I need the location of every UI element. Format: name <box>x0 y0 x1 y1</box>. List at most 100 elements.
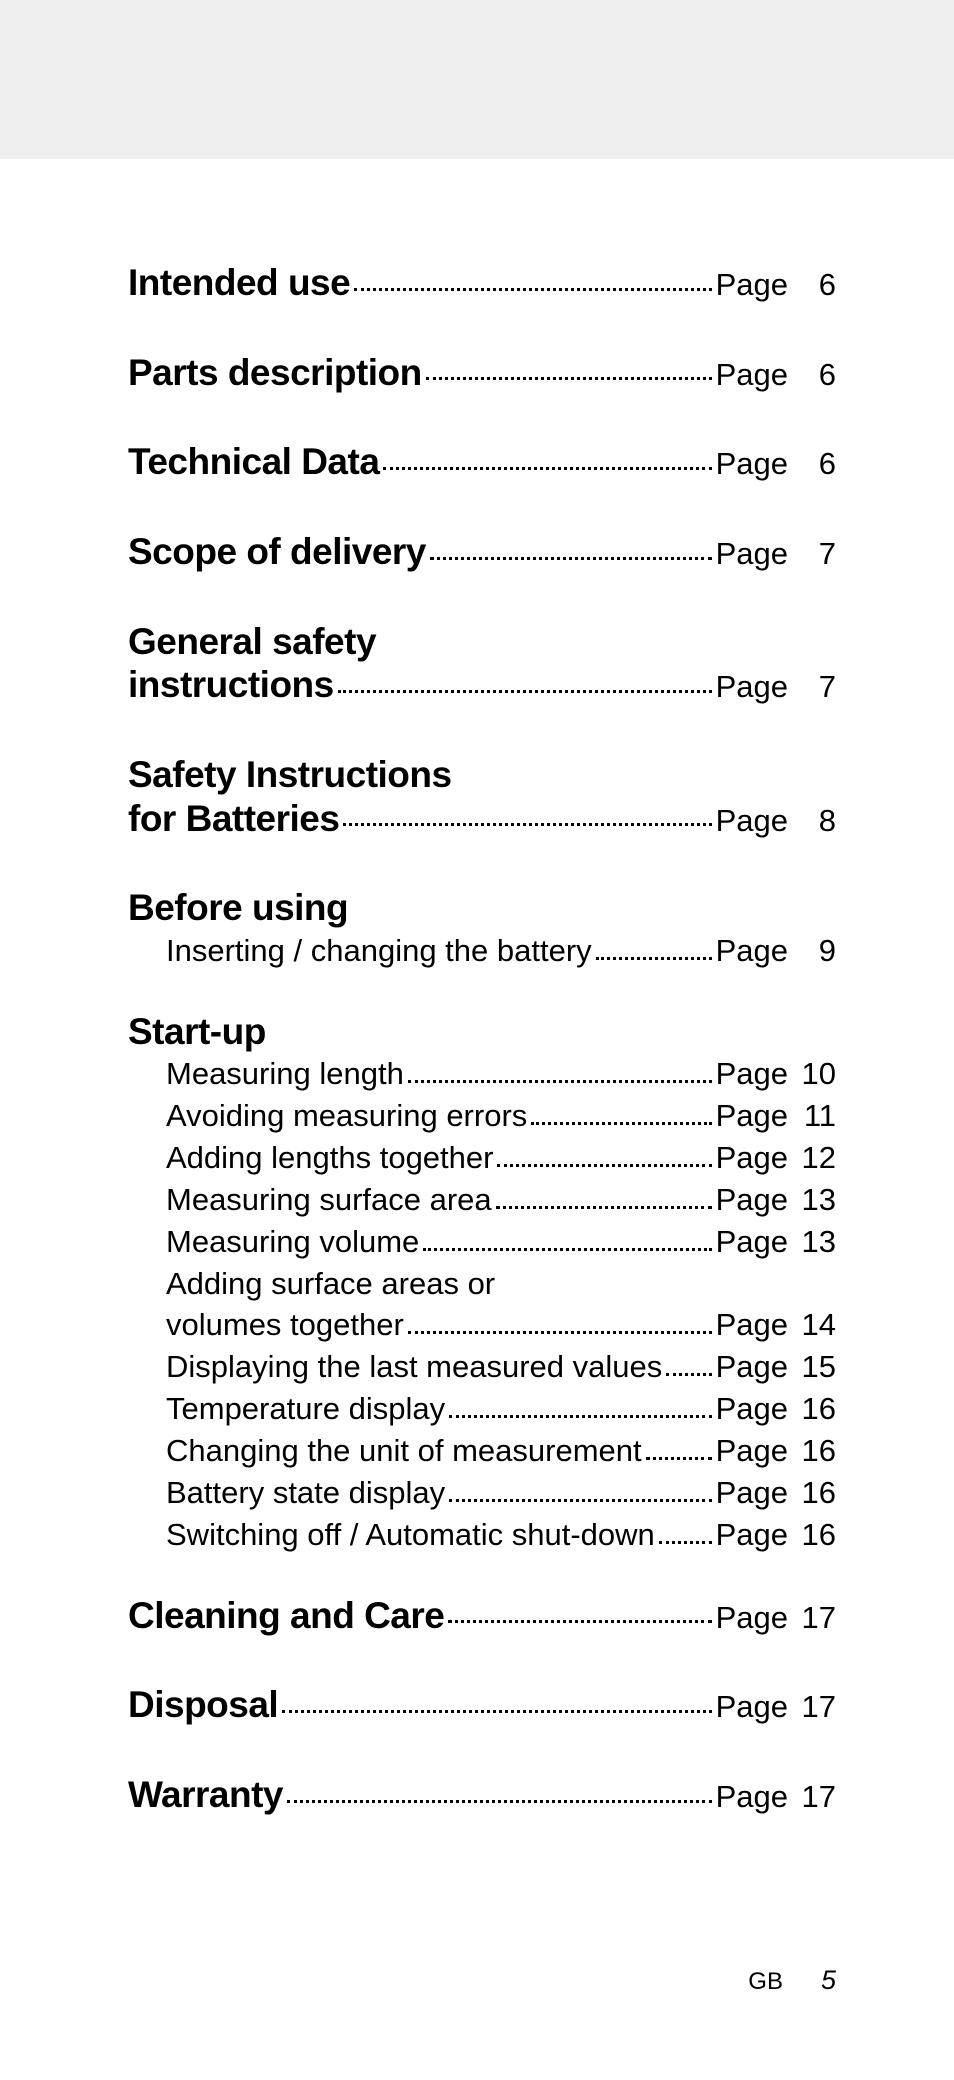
toc-page-number: 11 <box>788 1098 836 1134</box>
toc-section-title: Parts description <box>128 351 422 395</box>
toc-page-number: 9 <box>788 933 836 969</box>
toc-page-label: Page <box>716 1140 788 1176</box>
toc-sub-label: Adding surface areas or <box>166 1263 495 1305</box>
page-footer: GB 5 <box>748 1965 836 1996</box>
toc-page-number: 17 <box>788 1779 836 1815</box>
toc-page-number: 6 <box>788 446 836 482</box>
toc-page-label: Page <box>716 803 788 839</box>
toc-section: Safety Instructionsfor BatteriesPage8 <box>128 753 836 840</box>
toc-sub-label: Measuring volume <box>166 1221 419 1263</box>
toc-leader-dots <box>448 1620 711 1623</box>
toc-page-number: 16 <box>788 1517 836 1553</box>
toc-page-number: 16 <box>788 1433 836 1469</box>
toc-page-number: 12 <box>788 1140 836 1176</box>
footer-country-code: GB <box>748 1968 783 1996</box>
toc-section: Warranty Page17 <box>128 1773 836 1817</box>
toc-sub-label: Measuring length <box>166 1053 404 1095</box>
toc-section: Technical Data Page6 <box>128 440 836 484</box>
document-page: Intended usePage6Parts descriptionPage6T… <box>0 159 954 2080</box>
toc-page-label: Page <box>716 1475 788 1511</box>
toc-sub-label: Avoiding measuring errors <box>166 1095 527 1137</box>
toc-section-title: Intended use <box>128 261 350 305</box>
toc-sub-label: Displaying the last measured values <box>166 1346 662 1388</box>
toc-leader-dots <box>496 1206 712 1209</box>
toc-page-label: Page <box>716 1224 788 1260</box>
toc-section-title: Cleaning and Care <box>128 1594 444 1638</box>
toc-page-label: Page <box>716 536 788 572</box>
toc-leader-dots <box>408 1080 712 1083</box>
toc-leader-dots <box>659 1541 712 1544</box>
toc-page-label: Page <box>716 669 788 705</box>
toc-section: Parts description Page6 <box>128 351 836 395</box>
toc-page-label: Page <box>716 357 788 393</box>
toc-section: Disposal Page17 <box>128 1683 836 1727</box>
toc-section-title: Scope of delivery <box>128 530 426 574</box>
toc-page-number: 10 <box>788 1056 836 1092</box>
toc-leader-dots <box>423 1248 711 1251</box>
toc-sub-label: Changing the unit of measurement <box>166 1430 642 1472</box>
toc-leader-dots <box>338 690 712 693</box>
toc-sub-label: Temperature display <box>166 1388 445 1430</box>
toc-leader-dots <box>430 557 712 560</box>
toc-leader-dots <box>426 377 712 380</box>
toc-sub-label: Measuring surface area <box>166 1179 492 1221</box>
toc-page-number: 17 <box>788 1600 836 1636</box>
toc-section-title: Technical Data <box>128 440 379 484</box>
toc-section-title: Disposal <box>128 1683 278 1727</box>
toc-leader-dots <box>666 1373 711 1376</box>
toc-page-number: 13 <box>788 1224 836 1260</box>
toc-page-number: 6 <box>788 357 836 393</box>
toc-page-number: 16 <box>788 1475 836 1511</box>
toc-page-number: 13 <box>788 1182 836 1218</box>
toc-page-label: Page <box>716 267 788 303</box>
toc-section: Scope of delivery Page7 <box>128 530 836 574</box>
toc-sub-label: Adding lengths together <box>166 1137 493 1179</box>
toc-section-title: Before using <box>128 886 348 930</box>
footer-page-number: 5 <box>821 1965 836 1996</box>
toc-sub-label-cont: volumes together <box>166 1304 404 1346</box>
toc-section: Start-upMeasuring lengthPage10Avoiding m… <box>128 1010 836 1556</box>
toc-page-label: Page <box>716 1689 788 1725</box>
toc-page-number: 7 <box>788 669 836 705</box>
toc-leader-dots <box>449 1415 711 1418</box>
toc-section-title: Warranty <box>128 1773 283 1817</box>
toc-page-label: Page <box>716 933 788 969</box>
toc-section: Cleaning and Care Page17 <box>128 1594 836 1638</box>
toc-section: General safetyinstructionsPage7 <box>128 620 836 707</box>
toc-page-number: 15 <box>788 1349 836 1385</box>
toc-page-number: 7 <box>788 536 836 572</box>
toc-section-title-cont: for Batteries <box>128 797 339 841</box>
toc-sub-label: Battery state display <box>166 1472 445 1514</box>
toc-leader-dots <box>383 467 711 470</box>
toc-leader-dots <box>596 957 712 960</box>
toc-page-label: Page <box>716 1779 788 1815</box>
toc-page-label: Page <box>716 1182 788 1218</box>
toc-leader-dots <box>287 1800 712 1803</box>
table-of-contents: Intended usePage6Parts descriptionPage6T… <box>128 261 836 1817</box>
toc-page-number: 6 <box>788 267 836 303</box>
toc-leader-dots <box>531 1122 711 1125</box>
toc-page-label: Page <box>716 1307 788 1343</box>
toc-sub-label: Switching off / Automatic shut-down <box>166 1514 655 1556</box>
toc-page-label: Page <box>716 1600 788 1636</box>
toc-page-number: 16 <box>788 1391 836 1427</box>
toc-page-number: 14 <box>788 1307 836 1343</box>
toc-leader-dots <box>343 823 711 826</box>
toc-page-label: Page <box>716 1433 788 1469</box>
toc-leader-dots <box>497 1164 711 1167</box>
toc-section-title-cont: instructions <box>128 663 334 707</box>
toc-page-label: Page <box>716 1517 788 1553</box>
toc-page-label: Page <box>716 1349 788 1385</box>
toc-leader-dots <box>354 288 711 291</box>
toc-leader-dots <box>408 1331 712 1334</box>
toc-sub-label: Inserting / changing the battery <box>166 930 592 972</box>
toc-section: Before usingInserting / changing the bat… <box>128 886 836 972</box>
toc-leader-dots <box>282 1710 711 1713</box>
toc-page-number: 17 <box>788 1689 836 1725</box>
toc-page-label: Page <box>716 1056 788 1092</box>
toc-page-label: Page <box>716 446 788 482</box>
toc-leader-dots <box>646 1457 712 1460</box>
toc-page-label: Page <box>716 1391 788 1427</box>
toc-section-title: Start-up <box>128 1010 266 1054</box>
toc-leader-dots <box>449 1499 711 1502</box>
